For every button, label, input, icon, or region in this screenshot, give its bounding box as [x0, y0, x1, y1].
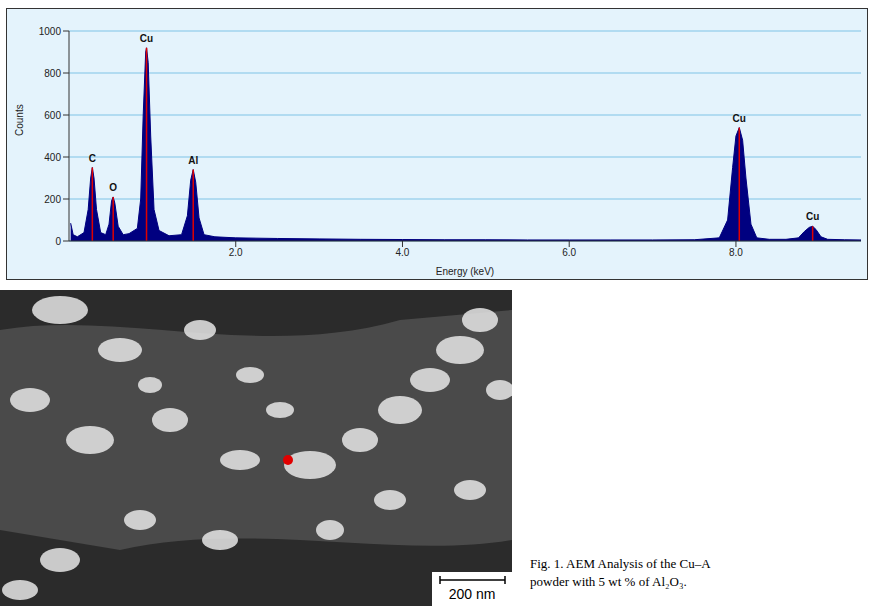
svg-text:C: C	[89, 153, 96, 164]
svg-text:Al: Al	[188, 155, 198, 166]
svg-text:1000: 1000	[39, 26, 62, 37]
svg-text:4.0: 4.0	[396, 247, 410, 258]
svg-text:0: 0	[55, 236, 61, 247]
svg-text:6.0: 6.0	[562, 247, 576, 258]
svg-text:200 nm: 200 nm	[449, 586, 496, 602]
svg-text:Cu: Cu	[733, 113, 746, 124]
svg-text:Energy (keV): Energy (keV)	[436, 266, 494, 277]
svg-text:600: 600	[44, 110, 61, 121]
svg-text:Counts: Counts	[14, 104, 25, 136]
html-text:Fig. 1. AEM Analysis of the Cu: Fig. 1. AEM Analysis of the Cu–A	[530, 556, 711, 571]
svg-text:200: 200	[44, 194, 61, 205]
html-text:powder with 5 wt % of Al₂O₃.: powder with 5 wt % of Al₂O₃.	[530, 574, 687, 589]
svg-text:8.0: 8.0	[729, 247, 743, 258]
svg-text:Cu: Cu	[140, 33, 153, 44]
svg-text:O: O	[109, 182, 117, 193]
svg-text:800: 800	[44, 68, 61, 79]
svg-text:Cu: Cu	[806, 211, 819, 222]
svg-text:2.0: 2.0	[229, 247, 243, 258]
svg-text:400: 400	[44, 152, 61, 163]
